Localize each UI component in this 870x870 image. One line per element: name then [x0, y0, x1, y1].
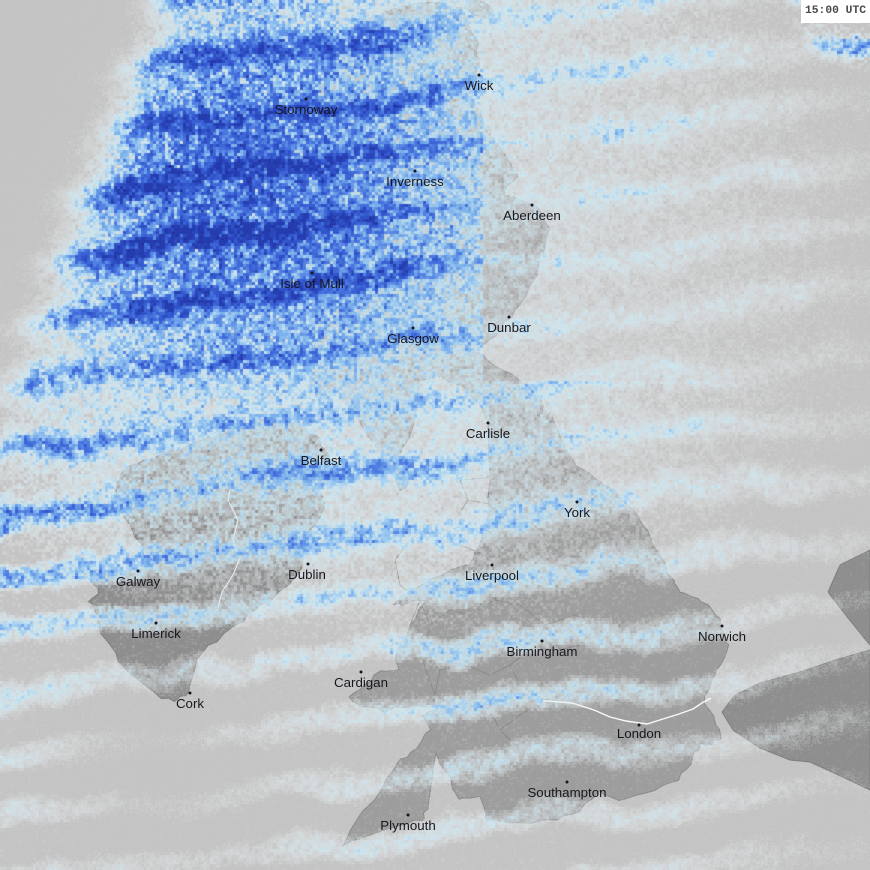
- svg-text:London: London: [617, 726, 661, 741]
- svg-text:Isle of Mull: Isle of Mull: [280, 276, 344, 291]
- svg-text:Stornoway: Stornoway: [275, 102, 338, 117]
- svg-text:Southampton: Southampton: [527, 785, 606, 800]
- svg-text:Inverness: Inverness: [386, 174, 444, 189]
- svg-text:Carlisle: Carlisle: [466, 426, 510, 441]
- svg-text:Norwich: Norwich: [698, 629, 746, 644]
- svg-text:Liverpool: Liverpool: [465, 568, 519, 583]
- svg-text:Cardigan: Cardigan: [334, 675, 388, 690]
- svg-text:Cork: Cork: [176, 696, 204, 711]
- svg-text:Limerick: Limerick: [131, 626, 181, 641]
- svg-text:Wick: Wick: [465, 78, 494, 93]
- svg-text:Dublin: Dublin: [288, 567, 326, 582]
- svg-text:Belfast: Belfast: [301, 453, 342, 468]
- svg-text:Plymouth: Plymouth: [380, 818, 435, 833]
- svg-text:Aberdeen: Aberdeen: [503, 208, 561, 223]
- svg-text:Birmingham: Birmingham: [507, 644, 578, 659]
- svg-text:Glasgow: Glasgow: [387, 331, 439, 346]
- svg-text:Galway: Galway: [116, 574, 161, 589]
- svg-text:Dunbar: Dunbar: [487, 320, 531, 335]
- svg-text:York: York: [564, 505, 590, 520]
